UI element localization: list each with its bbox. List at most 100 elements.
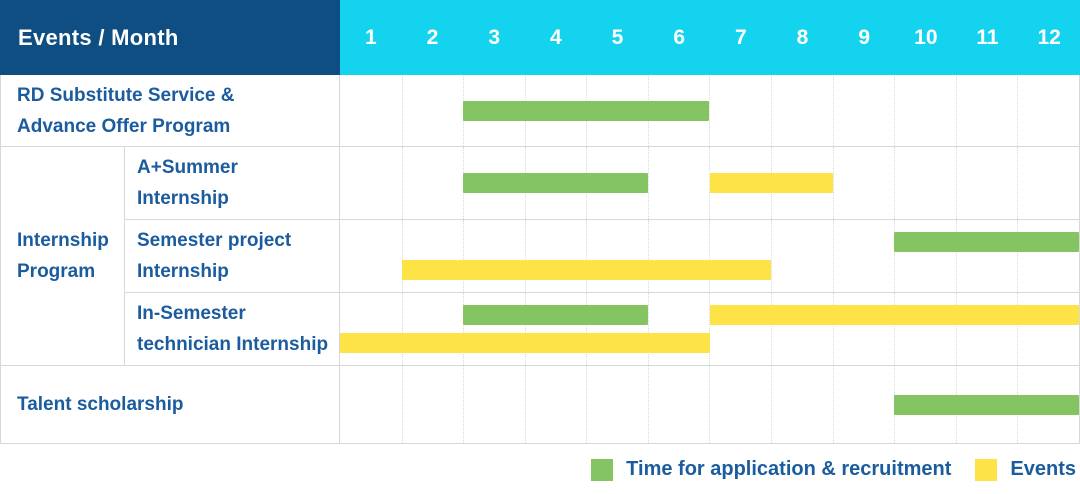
month-label-4: 4 <box>549 25 562 49</box>
grid-cell <box>709 293 771 365</box>
grid-cell <box>463 220 525 292</box>
timeline-lane <box>340 394 1079 415</box>
application-recruitment-bar <box>894 394 1079 415</box>
group-label-internship-program: Internship Program <box>1 147 125 365</box>
grid-cell <box>401 293 464 365</box>
grid-cell <box>955 147 1018 219</box>
grid-cell <box>586 366 648 443</box>
grid-cell <box>771 366 833 443</box>
timeline-lane <box>340 100 1079 121</box>
grid-cell <box>955 220 1018 292</box>
row-timeline-talent-scholarship <box>340 366 1079 443</box>
grid-cell <box>647 293 710 365</box>
row-timeline-a-plus-summer-internship <box>340 147 1079 219</box>
grid-cell <box>709 75 771 146</box>
group-label-line: Program <box>17 261 96 282</box>
application-recruitment-bar <box>894 232 1079 252</box>
grid-cell <box>340 293 402 365</box>
events-swatch-icon <box>975 458 998 481</box>
grid-cell <box>401 75 464 146</box>
row-label-talent-scholarship: Talent scholarship <box>1 366 340 443</box>
row-label-line: Advance Offer Program <box>17 115 231 137</box>
grid-cell <box>709 366 771 443</box>
row-timeline-semester-project-internship <box>340 220 1079 292</box>
row-semester-project-internship: Semester project Internship <box>125 220 1079 293</box>
event-bar <box>709 173 833 193</box>
grid-cell <box>955 293 1018 365</box>
row-rd-substitute-service: RD Substitute Service & Advance Offer Pr… <box>1 75 1079 147</box>
row-label-semester-project-internship: Semester project Internship <box>125 220 340 292</box>
group-label-line: Internship <box>17 230 109 251</box>
month-label-12: 12 <box>1037 25 1061 49</box>
month-label-7: 7 <box>734 25 747 49</box>
grid-cell <box>401 220 464 292</box>
row-label-a-plus-summer-internship: A+Summer Internship <box>125 147 340 219</box>
grid-cell <box>832 366 895 443</box>
grid-cell <box>524 366 587 443</box>
row-label-line: Talent scholarship <box>17 394 184 415</box>
legend-label-application: Time for application & recruitment <box>626 458 952 480</box>
month-label-10: 10 <box>914 25 938 49</box>
events-month-header-cell: Events / Month <box>0 0 340 75</box>
timeline-lane <box>340 305 1079 325</box>
grid-cell <box>1017 293 1079 365</box>
grid-cell <box>524 293 587 365</box>
month-label-5: 5 <box>611 25 624 49</box>
month-label-3: 3 <box>488 25 500 49</box>
row-label-line: RD Substitute Service & <box>17 84 235 106</box>
row-timeline-in-semester-technician-internship <box>340 293 1079 365</box>
grid-cell <box>463 366 525 443</box>
grid-cell <box>832 147 895 219</box>
grid-cell <box>1017 220 1079 292</box>
grid-cell <box>647 366 710 443</box>
grid-cell <box>894 75 956 146</box>
month-label-6: 6 <box>673 25 685 49</box>
timeline-lane <box>340 232 1079 252</box>
row-label-line: technician Internship <box>137 334 329 355</box>
grid-cell <box>894 220 956 292</box>
row-label-line: Internship <box>137 261 229 282</box>
month-label-1: 1 <box>364 25 377 49</box>
grid-cell <box>586 220 648 292</box>
grid-cell <box>1017 147 1079 219</box>
month-gridlines <box>340 220 1079 292</box>
grid-cell <box>709 220 771 292</box>
row-label-line: Internship <box>137 188 229 209</box>
legend-label-events: Events <box>1010 458 1076 480</box>
timeline-lane <box>340 333 1079 353</box>
row-talent-scholarship: Talent scholarship <box>1 366 1079 443</box>
application-swatch-icon <box>591 458 614 481</box>
grid-cell <box>832 220 895 292</box>
legend-item-events: Events <box>975 458 1076 481</box>
event-bar <box>709 305 1079 325</box>
grid-cell <box>894 147 956 219</box>
application-recruitment-bar <box>463 100 710 121</box>
grid-cell <box>586 293 648 365</box>
grid-cell <box>771 75 833 146</box>
legend-item-application: Time for application & recruitment <box>591 458 951 481</box>
row-in-semester-technician-internship: In-Semester technician Internship <box>125 293 1079 365</box>
month-label-9: 9 <box>858 25 870 49</box>
month-label-2: 2 <box>426 25 439 49</box>
timeline-lane <box>340 173 1079 193</box>
row-label-line: A+Summer <box>137 157 238 178</box>
application-recruitment-bar <box>463 173 648 193</box>
event-bar <box>401 260 772 280</box>
event-bar <box>340 333 710 353</box>
month-header-row: 1 2 3 4 5 6 7 8 9 10 11 12 <box>340 0 1080 75</box>
internship-program-rows: A+Summer Internship Semester project Int… <box>125 147 1079 365</box>
row-label-line: In-Semester <box>137 303 246 324</box>
month-label-11: 11 <box>976 25 999 49</box>
application-recruitment-bar <box>463 305 648 325</box>
grid-cell <box>401 366 464 443</box>
row-label-line: Semester project <box>137 230 292 251</box>
row-timeline-rd-substitute-service <box>340 75 1079 146</box>
row-label-in-semester-technician-internship: In-Semester technician Internship <box>125 293 340 365</box>
grid-cell <box>955 75 1018 146</box>
internship-program-group: Internship Program A+Summer Internship S… <box>1 147 1079 366</box>
legend: Time for application & recruitment Event… <box>0 444 1080 494</box>
month-label-8: 8 <box>796 25 809 49</box>
month-gridlines <box>340 293 1079 365</box>
row-label-rd-substitute-service: RD Substitute Service & Advance Offer Pr… <box>1 75 340 146</box>
